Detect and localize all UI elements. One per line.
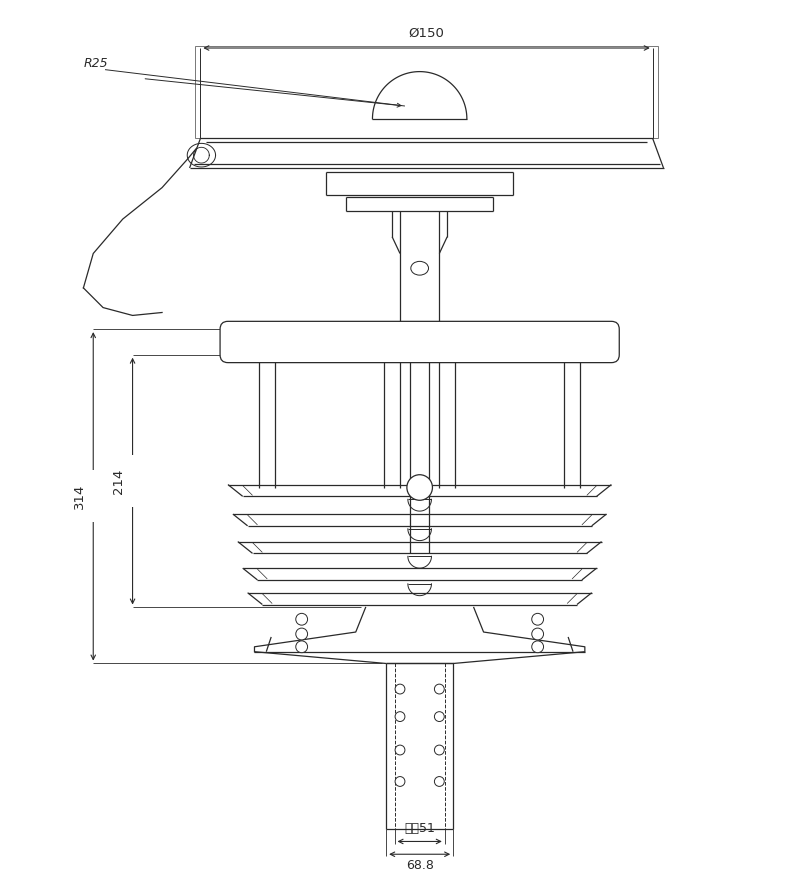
- Text: R25: R25: [83, 57, 108, 70]
- Circle shape: [395, 711, 405, 722]
- Circle shape: [434, 745, 444, 755]
- Circle shape: [532, 628, 543, 639]
- Text: Ø150: Ø150: [409, 27, 445, 40]
- Circle shape: [532, 613, 543, 625]
- Text: 314: 314: [73, 484, 86, 509]
- Circle shape: [434, 684, 444, 694]
- Bar: [195, 46, 658, 138]
- Circle shape: [296, 613, 307, 625]
- Circle shape: [296, 641, 307, 653]
- Circle shape: [296, 628, 307, 639]
- Text: 内径51: 内径51: [404, 822, 435, 835]
- Circle shape: [407, 475, 433, 500]
- Ellipse shape: [411, 261, 429, 275]
- FancyBboxPatch shape: [220, 321, 619, 363]
- Text: 68.8: 68.8: [406, 859, 434, 872]
- Circle shape: [434, 776, 444, 787]
- Circle shape: [395, 745, 405, 755]
- Circle shape: [532, 641, 543, 653]
- Circle shape: [395, 684, 405, 694]
- Circle shape: [434, 711, 444, 722]
- Circle shape: [395, 776, 405, 787]
- Text: 214: 214: [112, 469, 126, 494]
